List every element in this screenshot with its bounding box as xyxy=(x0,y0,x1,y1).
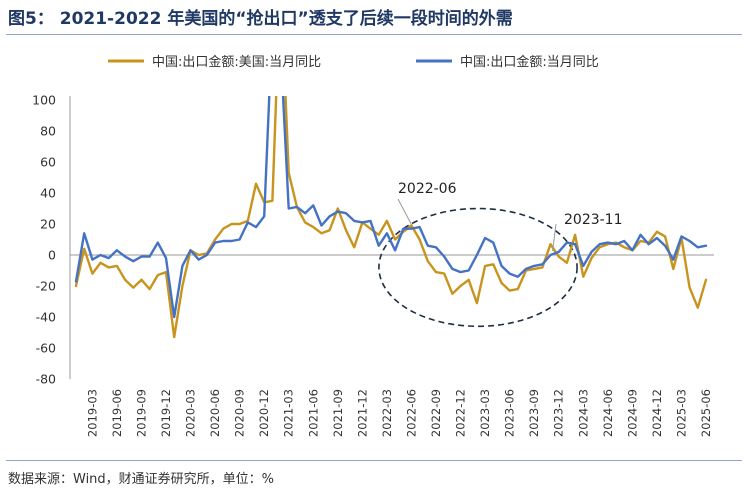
x-tick-label: 2019-09 xyxy=(134,389,148,437)
x-tick-label: 2024-06 xyxy=(601,389,615,437)
annotation-leader-2023-11 xyxy=(552,223,557,252)
legend: 中国:出口金额:美国:当月同比 中国:出口金额:当月同比 xyxy=(108,54,599,70)
series-line-us xyxy=(74,96,708,339)
x-tick-label: 2019-12 xyxy=(159,389,173,437)
y-tick-label: 20 xyxy=(40,217,56,232)
y-tick-label: -60 xyxy=(36,341,56,356)
x-tick-label: 2020-06 xyxy=(208,389,222,437)
figure-title: 图5： 2021-2022 年美国的“抢出口”透支了后续一段时间的外需 xyxy=(8,9,513,29)
x-tick-label: 2024-12 xyxy=(650,389,664,437)
annotation-layer: 2022-06 2023-11 xyxy=(397,181,623,252)
x-tick-label: 2023-12 xyxy=(552,389,566,437)
x-tick-label: 2024-09 xyxy=(625,389,639,437)
annotation-ellipse-layer xyxy=(378,207,578,328)
y-tick-label: 100 xyxy=(32,93,56,108)
title-divider xyxy=(6,34,742,35)
y-tick-label: 60 xyxy=(40,155,56,170)
x-tick-label: 2022-12 xyxy=(454,389,468,437)
x-tick-label: 2022-03 xyxy=(380,389,394,437)
x-tick-label: 2020-09 xyxy=(233,389,247,437)
axes: 100 80 60 40 20 0 -20 -40 -60 -80 2019-03 2019-06 20… xyxy=(32,93,714,437)
highlight-ellipse xyxy=(378,207,578,328)
y-tick-label: -20 xyxy=(36,279,56,294)
annotation-label-2023-11: 2023-11 xyxy=(564,212,623,228)
y-tick-label: -40 xyxy=(36,310,56,325)
footer-divider xyxy=(6,460,742,461)
x-tick-label: 2019-03 xyxy=(85,389,99,437)
x-tick-label: 2019-06 xyxy=(110,389,124,437)
legend-label-total: 中国:出口金额:当月同比 xyxy=(460,54,599,70)
legend-label-us: 中国:出口金额:美国:当月同比 xyxy=(152,54,321,70)
y-tick-label: -80 xyxy=(36,372,56,387)
x-tick-label: 2025-06 xyxy=(699,389,713,437)
y-tick-label: 80 xyxy=(40,124,56,139)
x-tick-label: 2021-03 xyxy=(282,389,296,437)
x-tick-label: 2022-06 xyxy=(404,389,418,437)
x-tick-label: 2025-03 xyxy=(674,389,688,437)
x-tick-label: 2022-09 xyxy=(429,389,443,437)
x-tick-label: 2023-06 xyxy=(503,389,517,437)
annotation-leader-2022-06 xyxy=(397,198,412,225)
x-tick-label: 2023-03 xyxy=(478,389,492,437)
x-tick-label: 2020-12 xyxy=(257,389,271,437)
y-tick-label: 0 xyxy=(48,248,56,263)
x-tick-label: 2021-06 xyxy=(306,389,320,437)
x-tick-label: 2021-12 xyxy=(355,389,369,437)
annotation-label-2022-06: 2022-06 xyxy=(398,181,457,197)
x-tick-label: 2024-03 xyxy=(576,389,590,437)
x-tick-label: 2020-03 xyxy=(184,389,198,437)
data-source: 数据来源：Wind，财通证券研究所，单位：% xyxy=(8,472,275,487)
x-tick-label: 2023-09 xyxy=(527,389,541,437)
y-tick-label: 40 xyxy=(40,186,56,201)
x-tick-label: 2021-09 xyxy=(331,389,345,437)
series-layer xyxy=(74,96,708,339)
series-line-total xyxy=(74,96,708,319)
